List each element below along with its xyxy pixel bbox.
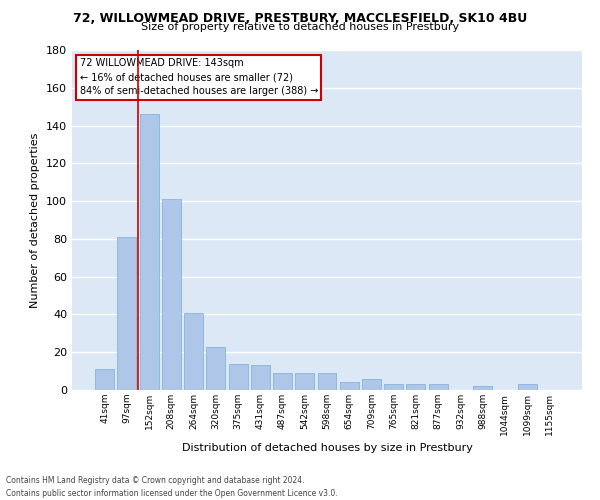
Bar	[273, 373, 292, 390]
Bar	[118, 237, 136, 390]
Bar	[384, 384, 403, 390]
Bar	[184, 312, 203, 390]
Bar	[206, 346, 225, 390]
Text: Size of property relative to detached houses in Prestbury: Size of property relative to detached ho…	[141, 22, 459, 32]
Y-axis label: Number of detached properties: Number of detached properties	[31, 132, 40, 308]
Text: 72, WILLOWMEAD DRIVE, PRESTBURY, MACCLESFIELD, SK10 4BU: 72, WILLOWMEAD DRIVE, PRESTBURY, MACCLES…	[73, 12, 527, 26]
Bar	[251, 366, 270, 390]
Bar	[140, 114, 158, 390]
Text: 72 WILLOWMEAD DRIVE: 143sqm
← 16% of detached houses are smaller (72)
84% of sem: 72 WILLOWMEAD DRIVE: 143sqm ← 16% of det…	[80, 58, 318, 96]
X-axis label: Distribution of detached houses by size in Prestbury: Distribution of detached houses by size …	[182, 443, 472, 453]
Bar	[95, 369, 114, 390]
Bar	[473, 386, 492, 390]
Bar	[229, 364, 248, 390]
Bar	[340, 382, 359, 390]
Bar	[362, 378, 381, 390]
Bar	[429, 384, 448, 390]
Bar	[295, 373, 314, 390]
Bar	[406, 384, 425, 390]
Bar	[518, 384, 536, 390]
Text: Contains HM Land Registry data © Crown copyright and database right 2024.
Contai: Contains HM Land Registry data © Crown c…	[6, 476, 338, 498]
Bar	[317, 373, 337, 390]
Bar	[162, 199, 181, 390]
